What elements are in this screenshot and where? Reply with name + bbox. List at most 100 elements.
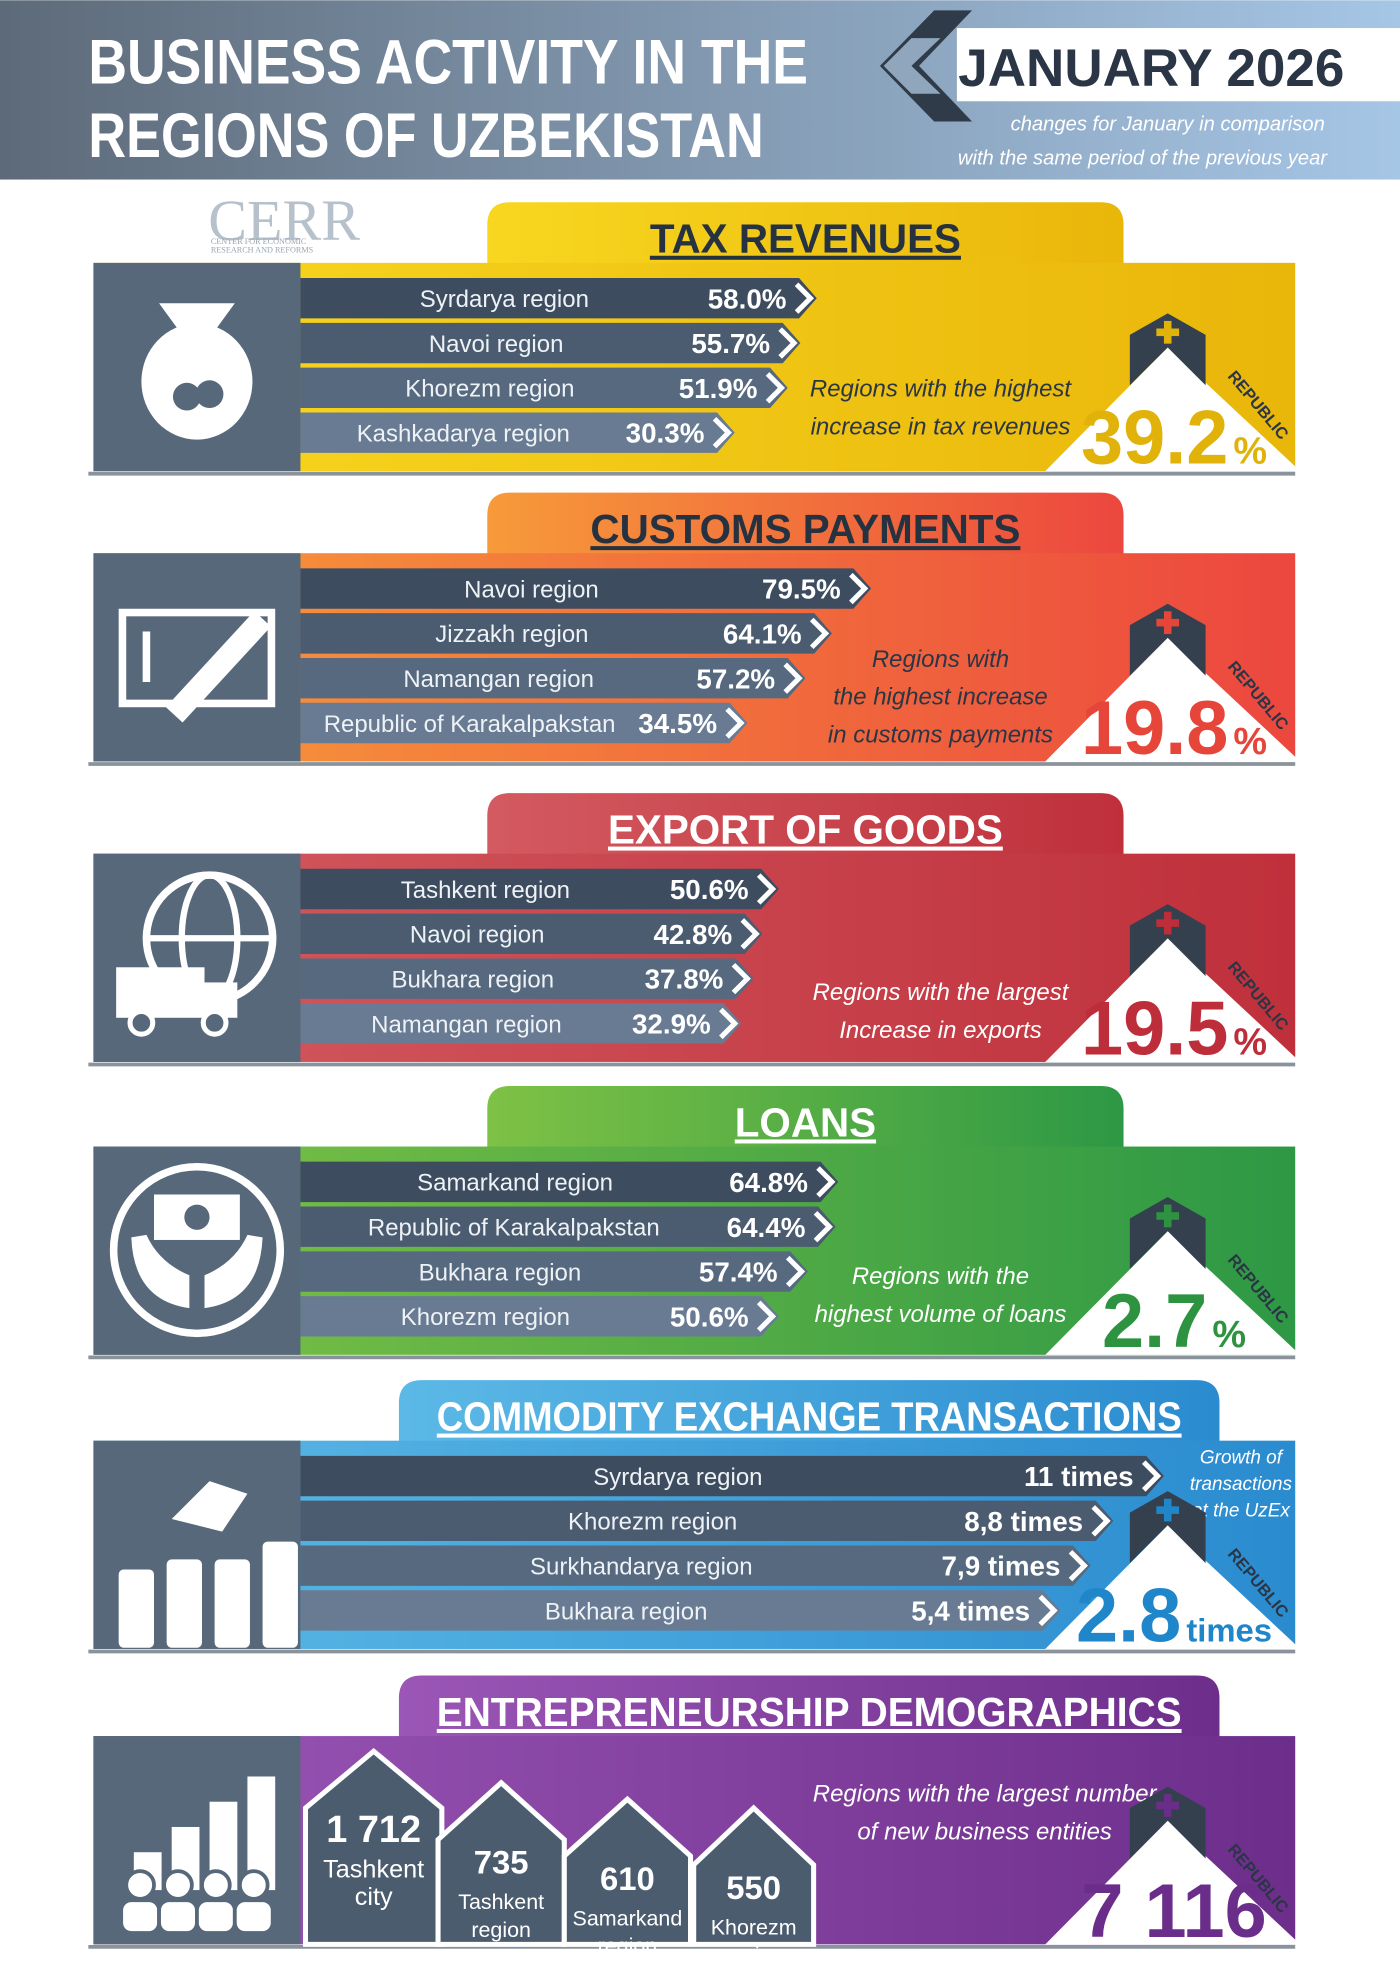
icon xyxy=(141,323,253,440)
house-label: city xyxy=(355,1883,393,1911)
region-name: Kashkadarya region xyxy=(357,420,570,447)
region-value: 64.4% xyxy=(727,1212,806,1243)
row-bar xyxy=(300,322,801,364)
house-value: 550 xyxy=(726,1869,781,1906)
house-label: Samarkand xyxy=(573,1906,683,1930)
house-label: region xyxy=(724,1943,784,1967)
period-box xyxy=(956,28,1400,102)
row-arrow xyxy=(1068,1549,1088,1582)
section-note: Regions with the highest xyxy=(810,376,1072,403)
region-value: 7,9 times xyxy=(942,1551,1061,1582)
republic-total: 19.5% xyxy=(1081,986,1267,1071)
region-name: Syrdarya region xyxy=(420,286,589,313)
icon xyxy=(131,1234,190,1309)
section-tab xyxy=(398,1675,1220,1752)
row-arrow xyxy=(765,372,785,404)
icon xyxy=(166,1559,202,1648)
icon xyxy=(200,1869,232,1901)
region-value: 34.5% xyxy=(638,708,717,739)
section-note: highest volume of loans xyxy=(815,1301,1067,1328)
republic-mount xyxy=(1045,1820,1301,1945)
row-arrow xyxy=(1091,1505,1111,1537)
republic-total: 7 116 xyxy=(1081,1869,1266,1954)
republic-mount xyxy=(1045,938,1301,1062)
region-name: Navoi region xyxy=(410,922,545,949)
plus xyxy=(1156,1506,1180,1514)
row-arrow xyxy=(809,617,830,650)
section-note: the highest increase xyxy=(833,684,1048,711)
row-arrow xyxy=(1038,1594,1058,1627)
plus xyxy=(1156,1212,1180,1220)
row-bar xyxy=(300,868,779,910)
section-tab xyxy=(487,1085,1124,1162)
house-label: region xyxy=(471,1918,531,1942)
icon xyxy=(200,1008,229,1037)
region-value: 11 times xyxy=(1024,1461,1134,1492)
republic-unit: % xyxy=(1212,1314,1246,1356)
icon xyxy=(124,1869,156,1901)
section-note: Regions with the largest number xyxy=(813,1781,1158,1808)
section-note: at the UzEx xyxy=(1192,1500,1291,1521)
row-arrow xyxy=(1141,1460,1162,1492)
logo-name: CERR xyxy=(208,188,360,253)
region-value: 42.8% xyxy=(653,919,732,950)
region-name: Bukhara region xyxy=(545,1598,708,1625)
section-note: of new business entities xyxy=(857,1819,1111,1846)
plus xyxy=(1156,328,1180,337)
house-label: region xyxy=(598,1934,658,1958)
row-bar xyxy=(300,958,754,999)
row-bar xyxy=(300,1296,779,1337)
region-name: Surkhandarya region xyxy=(530,1553,753,1580)
section-note: in customs payments xyxy=(828,722,1053,749)
republic-house xyxy=(1129,1786,1206,1859)
region-value: 50.6% xyxy=(670,874,749,905)
region-value: 55.7% xyxy=(691,328,770,359)
region-name: Navoi region xyxy=(429,331,564,358)
icon xyxy=(157,1898,199,1935)
plus xyxy=(1156,618,1180,627)
header-chevron-inner xyxy=(883,38,941,94)
house-label: Tashkent xyxy=(458,1890,544,1914)
republic-unit: times xyxy=(1186,1611,1272,1648)
section-title: EXPORT OF GOODS xyxy=(608,807,1003,853)
house-value: 735 xyxy=(474,1844,529,1881)
region-name: Tashkent region xyxy=(401,877,570,904)
icon xyxy=(195,1898,237,1935)
republic-total: 2.8 times xyxy=(1076,1573,1272,1658)
row-bar xyxy=(300,1206,836,1247)
row-bar xyxy=(300,568,872,609)
icon xyxy=(184,1204,210,1230)
period: JANUARY 2026 xyxy=(958,39,1344,98)
subtitle: changes for January in comparison xyxy=(1011,113,1325,135)
plus xyxy=(1156,1801,1180,1810)
region-name: Navoi region xyxy=(464,576,599,603)
house xyxy=(691,1804,817,1947)
icon xyxy=(119,1898,161,1935)
house-label: Tashkent xyxy=(323,1855,424,1883)
logo-tagline: CENTER FOR ECONOMIC xyxy=(211,237,307,246)
row-arrow xyxy=(778,327,798,359)
icon xyxy=(159,303,235,332)
house-value: 1 712 xyxy=(326,1809,421,1851)
section-note: Regions with xyxy=(872,646,1009,673)
region-name: Republic of Karakalpakstan xyxy=(368,1215,660,1242)
section-note: Increase in exports xyxy=(839,1017,1042,1044)
region-value: 58.0% xyxy=(708,283,787,314)
region-value: 64.8% xyxy=(729,1167,808,1198)
region-name: Bukhara region xyxy=(419,1259,582,1286)
row-bar xyxy=(300,1251,808,1292)
row-arrow xyxy=(740,918,760,950)
region-value: 50.6% xyxy=(670,1301,749,1332)
region-name: Namangan region xyxy=(371,1011,562,1038)
icon xyxy=(171,1481,248,1532)
republic-mount xyxy=(1045,347,1301,472)
region-name: Khorezm region xyxy=(405,376,574,403)
section-tab xyxy=(487,202,1124,279)
republic-total: 39.2% xyxy=(1081,396,1267,481)
row-bar xyxy=(300,1500,1114,1542)
icon xyxy=(232,1898,275,1935)
logo-tagline: RESEARCH AND REFORMS xyxy=(211,246,314,255)
icon xyxy=(204,1234,263,1309)
icon xyxy=(116,967,205,1018)
